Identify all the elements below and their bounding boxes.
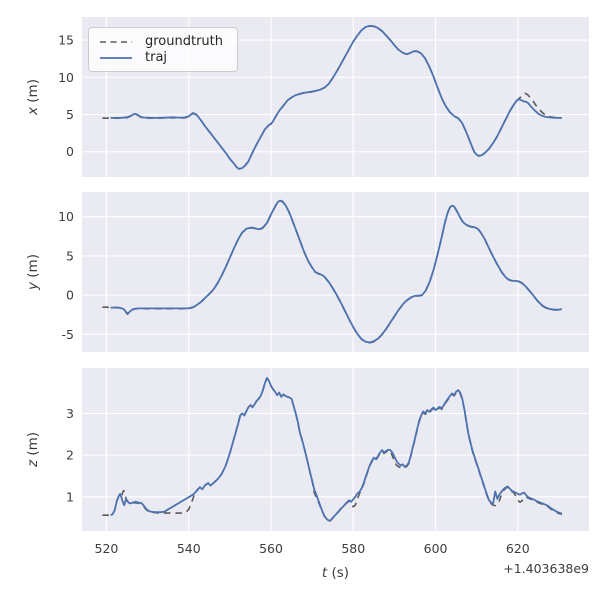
y-tick-label: 5 bbox=[66, 248, 74, 263]
legend-item-groundtruth: groundtruth bbox=[99, 35, 229, 48]
traj-line bbox=[110, 24, 562, 170]
y-tick-label: 0 bbox=[66, 144, 74, 159]
y-tick-label: 0 bbox=[66, 288, 74, 303]
y-tick-label: 1 bbox=[66, 489, 74, 504]
x-tick-label: 560 bbox=[259, 541, 283, 556]
y-tick-label: 2 bbox=[66, 448, 74, 463]
x-tick-label: 600 bbox=[424, 541, 448, 556]
x-axis-offset-text: +1.403638e9 bbox=[503, 561, 589, 576]
legend: groundtruth traj bbox=[88, 27, 238, 72]
y-axis-label: y (m) bbox=[25, 254, 41, 291]
legend-item-traj: traj bbox=[99, 51, 229, 64]
x-tick-label: 580 bbox=[341, 541, 365, 556]
y-tick-label: 3 bbox=[66, 406, 74, 421]
dashed-line-icon bbox=[100, 40, 132, 43]
legend-label-traj: traj bbox=[145, 50, 168, 65]
axes-background bbox=[82, 192, 589, 352]
axes-background bbox=[82, 368, 589, 531]
x-tick-label: 520 bbox=[95, 541, 119, 556]
x-axis-label: t (s) bbox=[322, 565, 349, 581]
y-axis-label: z (m) bbox=[25, 432, 41, 468]
y-tick-label: 10 bbox=[58, 70, 74, 85]
y-axis-label: x (m) bbox=[25, 79, 41, 116]
solid-line-icon bbox=[100, 56, 132, 59]
y-tick-label: 15 bbox=[58, 33, 74, 48]
y-tick-label: -5 bbox=[62, 327, 74, 342]
traj-line bbox=[110, 199, 563, 344]
traj-line bbox=[110, 377, 563, 522]
legend-label-groundtruth: groundtruth bbox=[145, 34, 224, 49]
y-tick-label: 5 bbox=[66, 107, 74, 122]
x-tick-label: 620 bbox=[506, 541, 530, 556]
y-tick-label: 10 bbox=[58, 209, 74, 224]
x-tick-label: 540 bbox=[177, 541, 201, 556]
